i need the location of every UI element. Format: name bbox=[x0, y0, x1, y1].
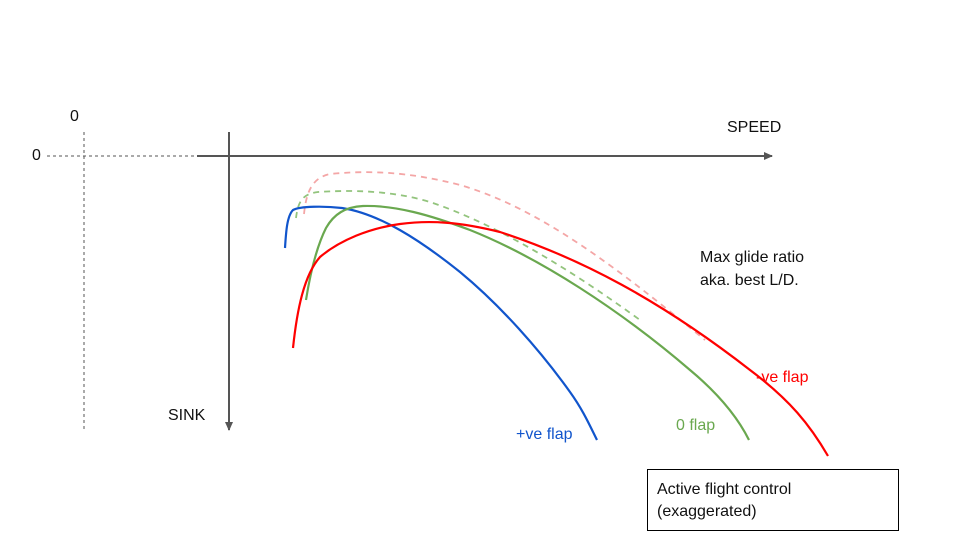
max-glide-label-line2: aka. best L/D. bbox=[700, 272, 799, 289]
note-line1: Active flight control bbox=[657, 481, 792, 498]
origin-zero-left-label: 0 bbox=[32, 147, 41, 164]
neg-flap-active-dashed-curve bbox=[303, 171, 706, 341]
active-flight-control-note: Active flight control (exaggerated) bbox=[647, 469, 899, 531]
zero-flap-curve bbox=[304, 204, 750, 441]
note-line2: (exaggerated) bbox=[657, 503, 757, 520]
pos-flap-curve bbox=[283, 205, 598, 441]
max-glide-label-line1: Max glide ratio bbox=[700, 249, 805, 266]
speed-axis-label: SPEED bbox=[727, 119, 782, 136]
neg-flap-label: -ve flap bbox=[756, 369, 809, 386]
zero-flap-active-dashed-curve bbox=[295, 190, 641, 321]
pos-flap-label: +ve flap bbox=[516, 426, 573, 443]
neg-flap-curve bbox=[291, 221, 829, 457]
sink-axis-label: SINK bbox=[168, 407, 206, 424]
origin-zero-top-label: 0 bbox=[70, 108, 79, 125]
zero-flap-label: 0 flap bbox=[676, 417, 716, 434]
